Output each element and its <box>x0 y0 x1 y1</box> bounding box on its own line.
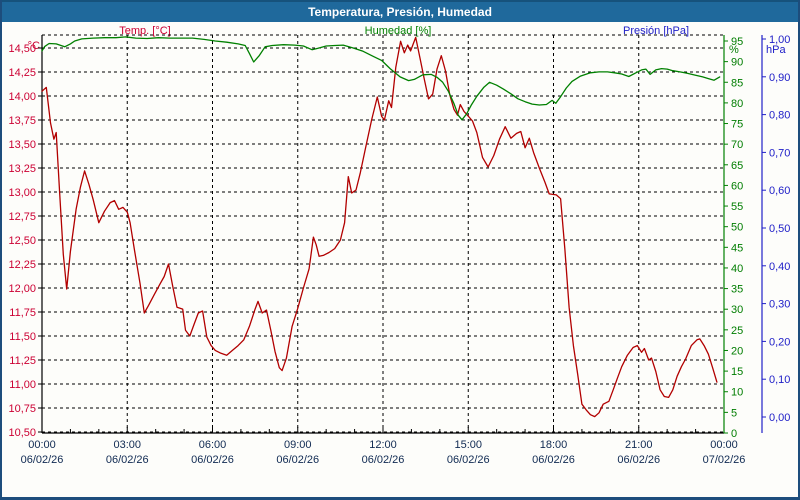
legend-humidity: Humedad [%] <box>364 25 432 37</box>
pressure-axis-tick-label: 0,90 <box>769 72 790 84</box>
temp-axis-tick-label: 11,25 <box>9 355 36 367</box>
legend-temp: Temp. [°C] <box>119 25 171 37</box>
humidity-axis-tick-label: 60 <box>731 180 743 192</box>
x-axis-date-label: 07/02/26 <box>703 454 746 466</box>
humidity-axis-tick-label: 20 <box>731 345 743 357</box>
x-axis-time-label: 00:00 <box>710 439 738 451</box>
humidity-axis-tick-label: 15 <box>731 366 743 378</box>
humidity-axis-tick-label: 90 <box>731 57 743 69</box>
temp-axis-tick-label: 13,00 <box>8 187 36 199</box>
temp-axis-tick-label: 13,75 <box>8 115 36 127</box>
humidity-series-line <box>41 36 721 121</box>
humidity-axis-tick-label: 25 <box>731 325 743 337</box>
pressure-axis-unit: hPa <box>766 44 786 56</box>
x-axis-date-label: 06/02/26 <box>276 454 319 466</box>
pressure-axis-tick-label: 0,30 <box>769 299 790 311</box>
x-axis-time-label: 06:00 <box>199 439 227 451</box>
humidity-axis-tick-label: 65 <box>731 160 743 172</box>
pressure-axis-tick-label: 0,10 <box>769 374 790 386</box>
temp-axis-tick-label: 12,75 <box>8 211 36 223</box>
pressure-axis-tick-label: 0,20 <box>769 336 790 348</box>
temp-series-line <box>41 36 718 418</box>
humidity-axis-unit: % <box>729 44 739 56</box>
humidity-axis-tick-label: 40 <box>731 263 743 275</box>
humidity-axis-tick-label: 80 <box>731 98 743 110</box>
humidity-axis-tick-label: 55 <box>731 201 743 213</box>
x-axis-time-label: 00:00 <box>28 439 56 451</box>
temp-axis-tick-label: 10,75 <box>8 403 36 415</box>
temp-axis-tick-label: 10,50 <box>8 427 36 439</box>
humidity-axis-tick-label: 75 <box>731 119 743 131</box>
x-axis-date-label: 06/02/26 <box>617 454 660 466</box>
temp-axis-tick-label: 12,00 <box>8 283 36 295</box>
x-axis-date-label: 06/02/26 <box>532 454 575 466</box>
pressure-axis-tick-label: 0,00 <box>769 412 790 424</box>
pressure-axis-tick-label: 0,60 <box>769 185 790 197</box>
humidity-axis-tick-label: 0 <box>731 428 737 440</box>
x-axis-date-label: 06/02/26 <box>191 454 234 466</box>
humidity-axis-tick-label: 85 <box>731 77 743 89</box>
x-axis-time-label: 21:00 <box>625 439 653 451</box>
humidity-axis-tick-label: 45 <box>731 242 743 254</box>
temp-axis-tick-label: 12,50 <box>8 235 36 247</box>
pressure-axis-tick-label: 0,40 <box>769 261 790 273</box>
x-axis-date-label: 06/02/26 <box>106 454 149 466</box>
x-axis-date-label: 06/02/26 <box>362 454 405 466</box>
humidity-axis-tick-label: 30 <box>731 304 743 316</box>
x-axis-date-label: 06/02/26 <box>447 454 490 466</box>
temp-axis-tick-label: 12,25 <box>8 259 36 271</box>
temp-axis-tick-label: 11,50 <box>9 331 36 343</box>
pressure-axis-tick-label: 0,80 <box>769 110 790 122</box>
temp-axis-tick-label: 11,75 <box>9 307 36 319</box>
humidity-axis-tick-label: 95 <box>731 36 743 48</box>
humidity-axis-tick-label: 70 <box>731 139 743 151</box>
temp-axis-unit: °C <box>27 40 40 52</box>
temp-axis-tick-label: 14,25 <box>8 67 36 79</box>
x-axis-time-label: 12:00 <box>369 439 397 451</box>
temp-axis-tick-label: 13,25 <box>8 163 36 175</box>
x-axis-time-label: 09:00 <box>284 439 312 451</box>
humidity-axis-tick-label: 10 <box>731 387 743 399</box>
temp-axis-tick-label: 14,00 <box>8 91 36 103</box>
x-axis-time-label: 15:00 <box>454 439 482 451</box>
pressure-axis-tick-label: 0,70 <box>769 147 790 159</box>
pressure-axis-tick-label: 0,50 <box>769 223 790 235</box>
humidity-axis-tick-label: 5 <box>731 407 737 419</box>
chart-canvas: 14,50 14,25 14,00 13,75 13,50 13,25 13,00 12,75… <box>8 34 790 466</box>
x-axis-time-label: 18:00 <box>540 439 568 451</box>
humidity-axis-tick-label: 50 <box>731 222 743 234</box>
temp-axis-tick-label: 14,50 <box>8 43 36 55</box>
humidity-axis-tick-label: 35 <box>731 284 743 296</box>
x-axis-time-label: 03:00 <box>113 439 141 451</box>
title-bar: Temperatura, Presión, Humedad <box>2 0 798 22</box>
temp-axis-tick-label: 13,50 <box>8 139 36 151</box>
x-axis-date-label: 06/02/26 <box>21 454 64 466</box>
window-title: Temperatura, Presión, Humedad <box>308 5 492 19</box>
legend-pressure: Presión [hPa] <box>622 25 690 37</box>
temp-axis-tick-label: 11,00 <box>9 379 36 391</box>
pressure-axis-tick-label: 1,00 <box>769 34 790 46</box>
